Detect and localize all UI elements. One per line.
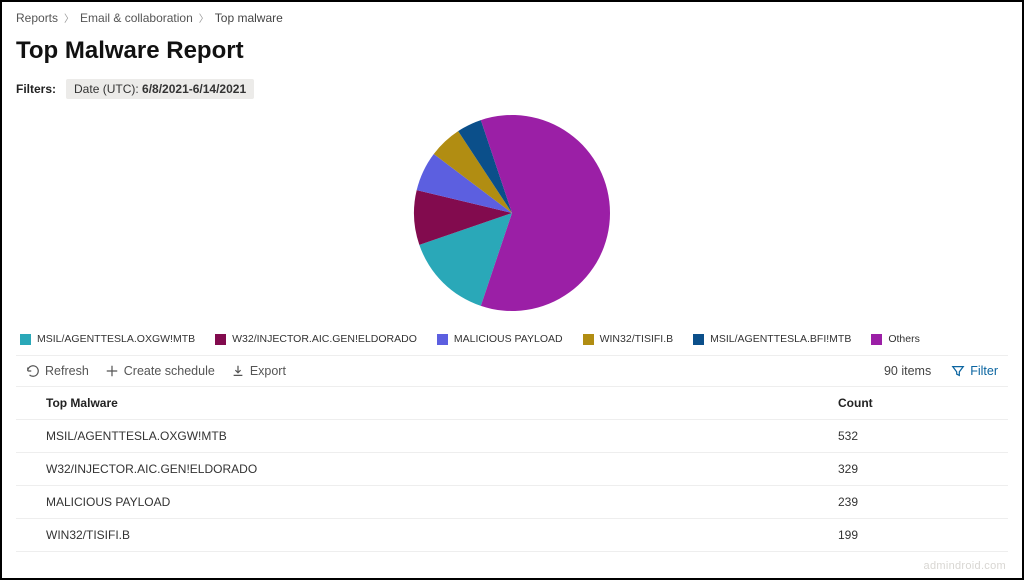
table-row[interactable]: WIN32/TISIFI.B199 [16,519,1008,552]
cell-count: 329 [838,462,978,476]
cell-name: MSIL/AGENTTESLA.OXGW!MTB [46,429,838,443]
col-header-name[interactable]: Top Malware [46,396,838,410]
page-title: Top Malware Report [16,37,1008,65]
legend-label: MSIL/AGENTTESLA.OXGW!MTB [37,333,195,345]
breadcrumb-email[interactable]: Email & collaboration [80,11,193,25]
report-frame: Reports 〉 Email & collaboration 〉 Top ma… [0,0,1024,580]
table-row[interactable]: W32/INJECTOR.AIC.GEN!ELDORADO329 [16,453,1008,486]
breadcrumb-reports[interactable]: Reports [16,11,58,25]
legend-swatch [20,334,31,345]
legend-swatch [437,334,448,345]
legend-label: W32/INJECTOR.AIC.GEN!ELDORADO [232,333,417,345]
legend-item[interactable]: Others [871,333,920,345]
legend-swatch [583,334,594,345]
export-label: Export [250,364,286,378]
legend-label: Others [888,333,920,345]
filters-row: Filters: Date (UTC): 6/8/2021-6/14/2021 [16,79,1008,99]
cell-name: MALICIOUS PAYLOAD [46,495,838,509]
malware-table: Top Malware Count MSIL/AGENTTESLA.OXGW!M… [16,387,1008,552]
legend-label: WIN32/TISIFI.B [600,333,674,345]
create-schedule-button[interactable]: Create schedule [97,362,223,380]
table-row[interactable]: MALICIOUS PAYLOAD239 [16,486,1008,519]
breadcrumb-sep: 〉 [199,10,209,25]
cell-count: 199 [838,528,978,542]
refresh-label: Refresh [45,364,89,378]
breadcrumb: Reports 〉 Email & collaboration 〉 Top ma… [16,10,1008,25]
legend-item[interactable]: W32/INJECTOR.AIC.GEN!ELDORADO [215,333,417,345]
items-count: 90 items [884,364,931,378]
refresh-icon [26,364,40,378]
cell-name: WIN32/TISIFI.B [46,528,838,542]
legend-swatch [693,334,704,345]
plus-icon [105,364,119,378]
cell-count: 239 [838,495,978,509]
table-toolbar: Refresh Create schedule Export 90 items … [16,356,1008,387]
legend-label: MALICIOUS PAYLOAD [454,333,563,345]
legend-item[interactable]: MSIL/AGENTTESLA.OXGW!MTB [20,333,195,345]
pie-chart [16,103,1008,323]
legend-swatch [871,334,882,345]
refresh-button[interactable]: Refresh [18,362,97,380]
breadcrumb-sep: 〉 [64,10,74,25]
pie-svg [402,108,622,318]
col-header-count[interactable]: Count [838,396,978,410]
cell-name: W32/INJECTOR.AIC.GEN!ELDORADO [46,462,838,476]
chart-legend: MSIL/AGENTTESLA.OXGW!MTB W32/INJECTOR.AIC… [16,323,1008,356]
filter-chip-prefix: Date (UTC): [74,82,142,96]
legend-item[interactable]: WIN32/TISIFI.B [583,333,674,345]
export-button[interactable]: Export [223,362,294,380]
filter-button[interactable]: Filter [943,362,1006,380]
watermark: admindroid.com [924,560,1006,572]
legend-label: MSIL/AGENTTESLA.BFI!MTB [710,333,851,345]
breadcrumb-topmalware[interactable]: Top malware [215,11,283,25]
filter-chip-date[interactable]: Date (UTC): 6/8/2021-6/14/2021 [66,79,254,99]
legend-item[interactable]: MALICIOUS PAYLOAD [437,333,563,345]
filter-chip-value: 6/8/2021-6/14/2021 [142,82,246,96]
filter-label: Filter [970,364,998,378]
filter-icon [951,364,965,378]
download-icon [231,364,245,378]
legend-item[interactable]: MSIL/AGENTTESLA.BFI!MTB [693,333,851,345]
table-row[interactable]: MSIL/AGENTTESLA.OXGW!MTB532 [16,420,1008,453]
table-header: Top Malware Count [16,387,1008,420]
schedule-label: Create schedule [124,364,215,378]
legend-swatch [215,334,226,345]
filters-label: Filters: [16,82,56,96]
cell-count: 532 [838,429,978,443]
